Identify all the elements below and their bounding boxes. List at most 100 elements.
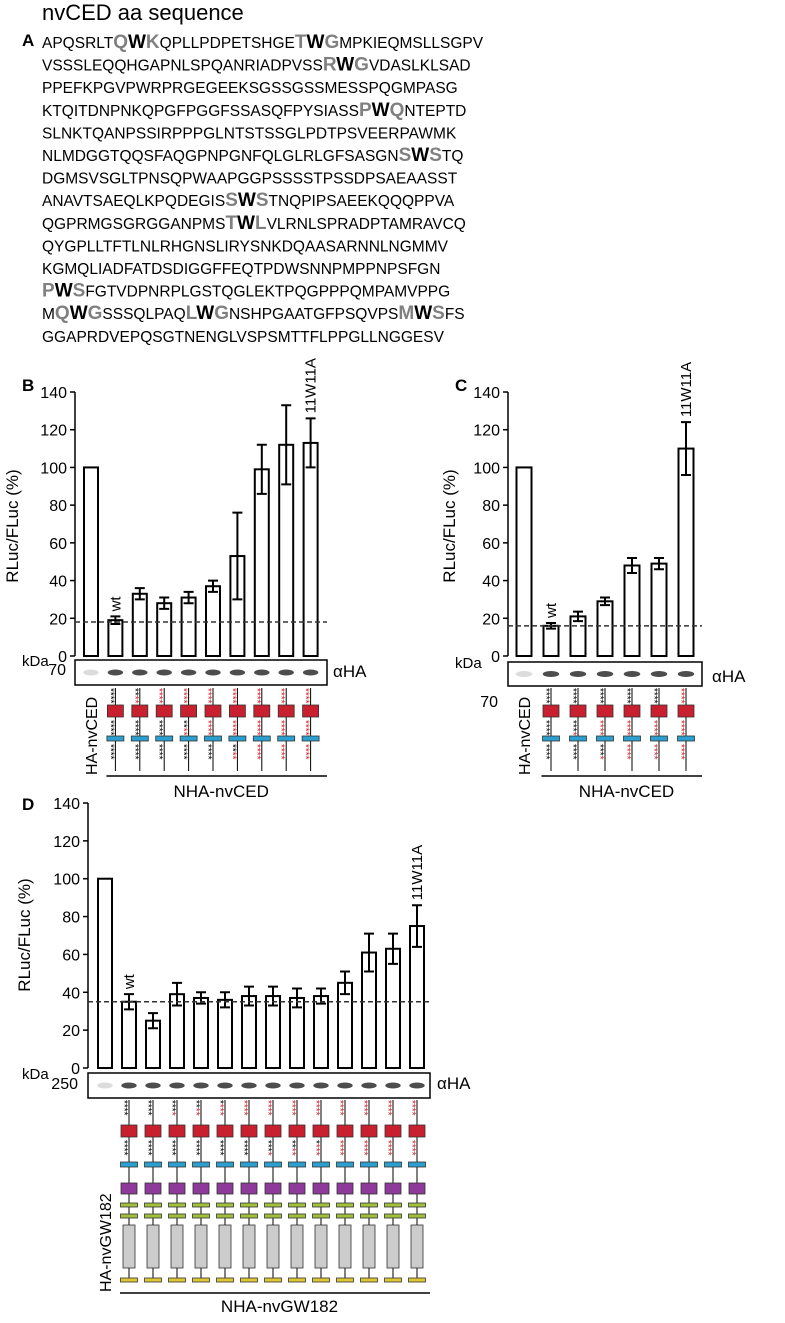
star-segment: **** [358, 1140, 369, 1156]
construct-domain [240, 1277, 258, 1283]
blot-band [156, 669, 172, 676]
star-segment: * [166, 1112, 177, 1116]
construct-domain [264, 1182, 282, 1195]
y-tick-label: 0 [58, 649, 67, 666]
y-tick-label: 120 [53, 834, 80, 851]
sequence-segment: APQSRLT [42, 35, 114, 52]
construct-domain [301, 735, 320, 742]
mutation-stars: **** [166, 1100, 177, 1116]
construct-domain [312, 1277, 330, 1283]
blot-band [205, 669, 221, 676]
blot-band [623, 671, 641, 677]
star-segment: **** [118, 1140, 129, 1156]
construct-domain [264, 1277, 282, 1283]
error-bar [148, 1012, 158, 1030]
sequence-line: APQSRLTQWKQPLLPDPETSHGETWGMPKIEQMSLLSGPV [42, 32, 484, 53]
construct-domain [650, 735, 668, 742]
construct-domain [144, 1161, 162, 1168]
mutation-stars: **** [227, 744, 238, 760]
star-segment: ** [129, 696, 140, 704]
star-segment: **** [358, 1100, 369, 1116]
sequence-segment: G [214, 303, 229, 324]
mutation-stars: **** [105, 688, 116, 704]
star-segment: **** [262, 1100, 273, 1116]
y-tick-label: 0 [491, 649, 500, 666]
bar [97, 877, 113, 1070]
blot-band [289, 1082, 305, 1089]
mutation-stars: **** [675, 688, 686, 704]
sequence-segment: MPKIEQMSLLSGPV [339, 35, 484, 52]
construct-domain [288, 1277, 306, 1283]
blot-band [337, 1082, 353, 1089]
y-tick-label: 0 [71, 1061, 80, 1078]
y-tick-label: 40 [62, 985, 80, 1002]
blot-band [241, 1082, 257, 1089]
construct-domain [192, 1213, 210, 1219]
sequence-segment: VDASLKLSAD [369, 58, 471, 75]
sequence-segment: VLRNLSPRADPTAMRAVCQ [267, 216, 466, 233]
mutation-stars: **** [358, 1140, 369, 1156]
star-segment: *** [214, 1104, 225, 1116]
error-bar [600, 596, 610, 607]
bar [83, 466, 99, 657]
mutation-stars: **** [594, 688, 605, 704]
bar [515, 466, 533, 657]
construct-domain [216, 1277, 234, 1283]
star-segment: ** [190, 1100, 201, 1108]
mutation-stars: **** [262, 1140, 273, 1156]
mutation-stars: **** [276, 720, 287, 736]
sequence-segment: W [237, 213, 255, 234]
construct-domain [596, 735, 614, 742]
blot-band [515, 671, 533, 677]
star-segment: **** [276, 688, 287, 704]
bar [677, 447, 695, 658]
sequence-segment: NSHPGAATGFPSQVPS [229, 306, 398, 323]
construct-domain [569, 735, 587, 742]
blot [87, 1072, 431, 1099]
construct-domain [408, 1202, 426, 1208]
star-segment: * [262, 1152, 273, 1156]
construct-domain [120, 1182, 138, 1195]
sequence-segment: S [256, 190, 269, 211]
blot-band [650, 671, 668, 677]
sequence-segment: W [372, 100, 390, 121]
construct-domain [360, 1277, 378, 1283]
error-bar [388, 932, 398, 965]
star-segment: **** [190, 1140, 201, 1156]
panel-label: C [455, 376, 467, 395]
mutation-stars: **** [154, 744, 165, 760]
construct-domain [288, 1213, 306, 1219]
mutation-stars: **** [382, 1140, 393, 1156]
construct-domain [410, 1224, 424, 1269]
mutation-stars: **** [227, 688, 238, 704]
bar [542, 624, 560, 657]
construct-domain [168, 1124, 186, 1138]
blot-band [83, 669, 99, 676]
construct-domain [336, 1277, 354, 1283]
star-segment: **** [382, 1100, 393, 1116]
blot-antibody: αHA [333, 662, 367, 681]
construct-domain [677, 704, 695, 718]
sequence-segment: G [324, 32, 339, 53]
y-tick-label: 20 [62, 1023, 80, 1040]
star-segment: *** [567, 720, 578, 732]
star-segment: **** [178, 744, 189, 760]
sequence-segment: Q [55, 303, 70, 324]
sequence-segment: SLNKTQANPSSIRPPPGLNTSTSSGLPDTPSVEERPAWMK [42, 125, 457, 142]
star-segment: **** [621, 688, 632, 704]
error-bar [573, 610, 583, 623]
construct-domain [312, 1182, 330, 1195]
y-tick-label: 140 [473, 385, 500, 402]
star-segment: **** [334, 1140, 345, 1156]
bar [385, 947, 401, 1069]
category-label: HA-nvCED [517, 697, 534, 775]
star-segment: **** [214, 1140, 225, 1156]
blot-band [302, 669, 319, 676]
star-segment: * [214, 1100, 225, 1104]
construct-domain [338, 1224, 352, 1269]
blot-band [254, 669, 270, 676]
construct-domain [192, 1202, 210, 1208]
mutation-stars: **** [358, 1100, 369, 1116]
mutation-stars: **** [129, 720, 140, 736]
construct-domain [194, 1224, 208, 1269]
